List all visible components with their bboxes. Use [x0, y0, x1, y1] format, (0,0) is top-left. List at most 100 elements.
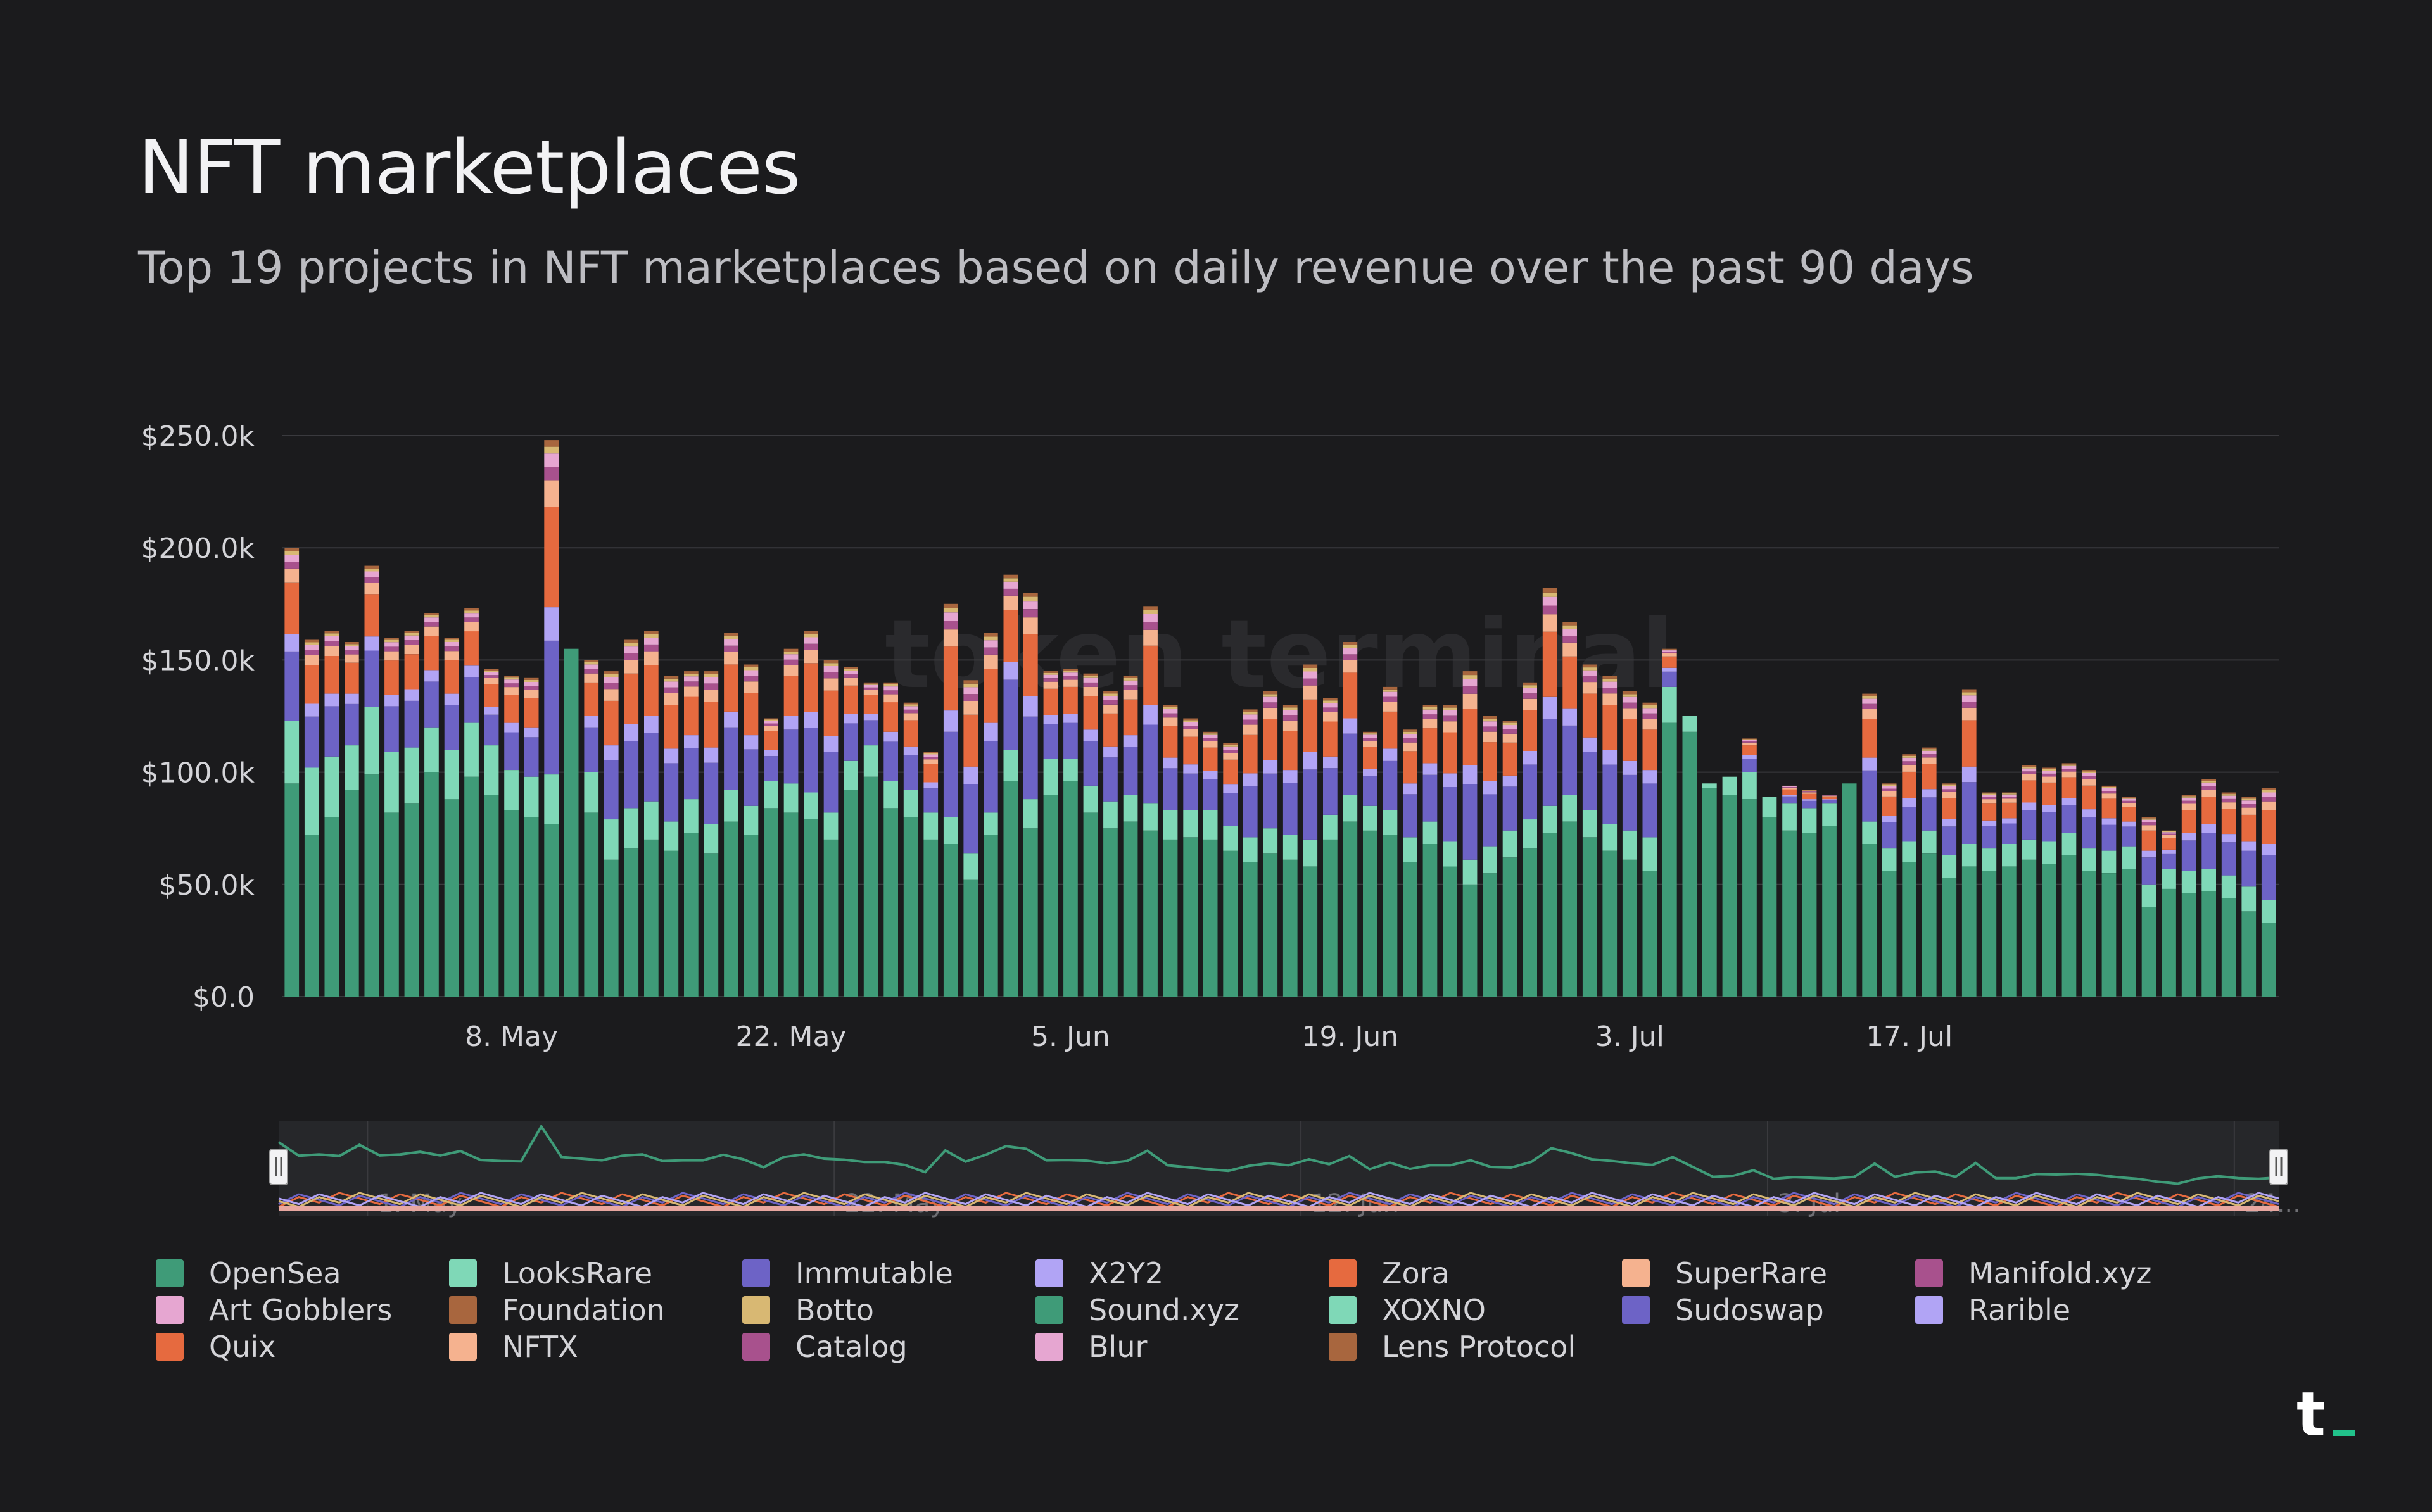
bar-other-segment [1323, 756, 1338, 769]
bar-other-segment [1902, 754, 1916, 756]
bar-other-segment [1902, 756, 1916, 758]
bar-other-segment [1922, 789, 1937, 798]
bar-other-segment [1802, 792, 1817, 794]
bar-other-segment [1742, 740, 1757, 741]
bar-other-segment [1502, 729, 1517, 734]
bar-looksrare [744, 805, 759, 835]
bar-other-segment [2241, 841, 2257, 851]
bar-other-segment [1303, 769, 1318, 840]
bar-other-segment [1662, 667, 1677, 672]
y-axis: $0.0 $50.0k $100.0k $150.0k $200.0k $250.0k [141, 420, 255, 1014]
bar-other-segment [2002, 797, 2017, 799]
bar-opensea [1462, 884, 1478, 997]
legend-item[interactable]: Blur [1036, 1328, 1147, 1365]
bar-opensea [1443, 866, 1457, 997]
bar-opensea [1842, 783, 1857, 997]
bar-other-segment [923, 782, 939, 789]
bar-opensea [1003, 781, 1018, 997]
legend-item[interactable]: LooksRare [449, 1255, 652, 1292]
legend-item[interactable]: Quix [156, 1328, 276, 1365]
legend-item[interactable]: Botto [742, 1292, 874, 1328]
bar-other-segment [1243, 734, 1258, 774]
bar-other-segment [484, 684, 499, 707]
legend-item[interactable]: X2Y2 [1036, 1255, 1163, 1292]
bar-opensea [2101, 873, 2117, 997]
bar-other-segment [2261, 844, 2276, 855]
bar-looksrare [2002, 844, 2017, 867]
legend-item[interactable]: Rarible [1915, 1292, 2070, 1328]
bar-other-segment [1043, 688, 1058, 715]
navigator-right-handle[interactable] [2269, 1149, 2288, 1185]
bar-other-segment [1123, 690, 1138, 700]
legend-item[interactable]: Sound.xyz [1036, 1292, 1239, 1328]
legend-item[interactable]: OpenSea [156, 1255, 341, 1292]
legend-item[interactable]: Zora [1329, 1255, 1450, 1292]
legend-item[interactable]: Sudoswap [1622, 1292, 1824, 1328]
bar-looksrare [2221, 875, 2236, 898]
legend-label: Catalog [795, 1330, 908, 1364]
bar-other-segment [684, 674, 699, 677]
bar-other-segment [464, 677, 479, 723]
bar-other-segment [464, 610, 479, 614]
bar-other-segment [1223, 746, 1238, 750]
bar-other-segment [1802, 790, 1817, 791]
bar-other-segment [844, 674, 858, 678]
legend-item[interactable]: NFTX [449, 1328, 578, 1365]
bar-other-segment [1882, 788, 1897, 791]
legend-item[interactable]: SuperRare [1622, 1255, 1827, 1292]
bar-looksrare [923, 812, 939, 840]
bar-looksrare [1243, 837, 1258, 862]
legend-item[interactable]: Foundation [449, 1292, 665, 1328]
bar-other-segment [823, 690, 839, 736]
bar-other-segment [2261, 810, 2276, 844]
bar-other-segment [2221, 794, 2236, 796]
bar-other-segment [1622, 691, 1637, 695]
bar-other-segment [804, 663, 818, 712]
bar-other-segment [1483, 742, 1497, 781]
legend-item[interactable]: Manifold.xyz [1915, 1255, 2151, 1292]
bar-other-segment [744, 681, 759, 693]
bar-other-segment [644, 631, 659, 634]
legend-item[interactable]: Immutable [742, 1255, 953, 1292]
bar-opensea [1762, 817, 1777, 997]
legend-item[interactable]: Catalog [742, 1328, 908, 1365]
bar-opensea [504, 810, 519, 997]
bar-other-segment [1443, 732, 1457, 774]
bar-other-segment [345, 644, 359, 646]
bar-looksrare [903, 790, 918, 817]
bar-other-segment [304, 655, 319, 665]
bar-other-segment [1103, 693, 1118, 696]
legend-item[interactable]: Art Gobblers [156, 1292, 392, 1328]
bar-other-segment [304, 665, 319, 704]
bar-other-segment [444, 651, 459, 660]
bar-other-segment [903, 720, 918, 747]
bar-other-segment [504, 679, 519, 684]
bar-other-segment [2002, 794, 2017, 797]
bar-opensea [284, 783, 300, 997]
bar-other-segment [1742, 759, 1757, 772]
bar-other-segment [1982, 826, 1997, 849]
bar-other-segment [284, 634, 300, 652]
navigator-left-handle[interactable] [269, 1149, 288, 1185]
bar-other-segment [464, 631, 479, 666]
bar-other-segment [684, 686, 699, 697]
legend-item[interactable]: Lens Protocol [1329, 1328, 1576, 1365]
bar-other-segment [2082, 770, 2096, 772]
bar-opensea [724, 821, 738, 997]
navigator[interactable]: 1. May 22. May 12. Jun 3. Jul 24... [269, 1121, 2301, 1218]
bar-other-segment [384, 642, 399, 647]
bar-other-segment [1742, 741, 1757, 743]
bar-other-segment [984, 636, 998, 641]
legend-item[interactable]: XOXNO [1329, 1292, 1486, 1328]
bar-other-segment [1243, 709, 1258, 712]
bar-other-segment [1662, 648, 1677, 650]
bar-other-segment [1143, 705, 1158, 725]
bar-opensea [1942, 878, 1957, 997]
x-tick-label: 19. Jun [1302, 1021, 1398, 1053]
bar-other-segment [1103, 691, 1118, 694]
bar-other-segment [1462, 671, 1478, 676]
bar-opensea [564, 648, 579, 997]
bar-other-segment [1203, 779, 1218, 810]
bar-opensea [624, 848, 639, 997]
bar-other-segment [2221, 795, 2236, 799]
